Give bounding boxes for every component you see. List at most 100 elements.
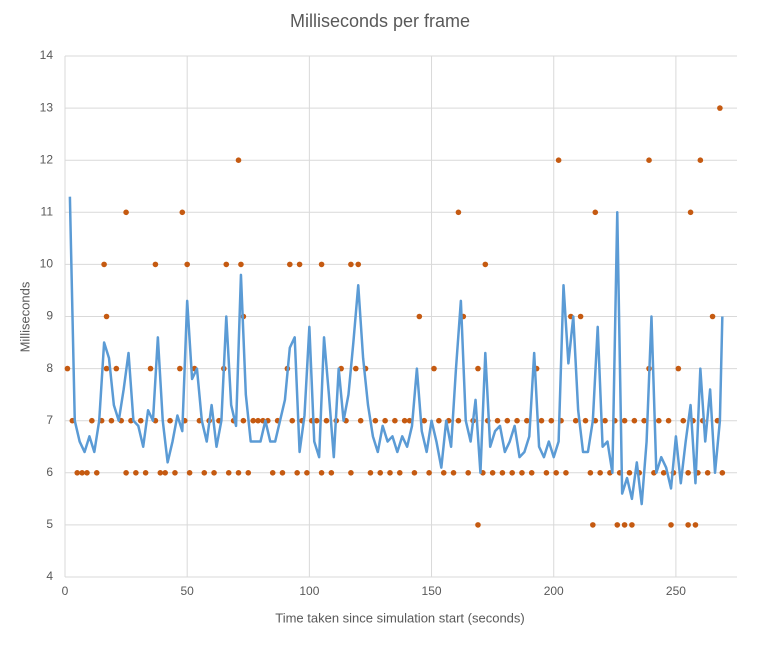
data-point	[352, 365, 359, 372]
data-line	[68, 196, 724, 506]
data-point	[328, 470, 335, 476]
data-point	[250, 417, 256, 424]
data-point	[685, 470, 691, 476]
data-point	[641, 417, 647, 424]
y-tick-label: 7	[46, 413, 53, 427]
x-tick-label: 250	[666, 584, 686, 598]
data-point	[475, 522, 481, 528]
data-point	[629, 522, 635, 528]
data-point	[401, 417, 408, 424]
data-point	[416, 313, 423, 320]
y-tick-label: 9	[46, 309, 53, 323]
data-point	[555, 157, 562, 163]
data-point	[255, 417, 261, 424]
y-tick-label: 6	[46, 465, 53, 479]
y-tick-label: 8	[46, 361, 53, 375]
x-axis-label: Time taken since simulation start (secon…	[275, 610, 525, 625]
data-point	[543, 470, 550, 476]
data-point	[64, 365, 71, 372]
data-point	[668, 522, 674, 528]
data-point	[440, 470, 447, 476]
data-point	[426, 470, 432, 476]
data-point	[377, 470, 384, 476]
data-point	[74, 470, 81, 476]
data-point	[519, 470, 525, 476]
data-point	[572, 417, 579, 424]
data-point	[101, 261, 107, 268]
data-point	[235, 157, 242, 163]
data-point	[528, 470, 535, 476]
data-point	[184, 261, 190, 268]
data-point	[167, 417, 173, 424]
data-point	[524, 417, 530, 424]
data-point	[621, 417, 628, 424]
data-point	[348, 261, 354, 268]
data-point	[656, 417, 662, 424]
y-tick-label: 13	[40, 100, 54, 114]
data-point	[123, 470, 129, 476]
y-tick-label: 11	[41, 204, 54, 218]
data-point	[211, 470, 217, 476]
data-point	[123, 209, 129, 216]
data-point	[514, 417, 520, 424]
data-point	[133, 470, 139, 476]
data-point	[318, 261, 325, 268]
data-point	[504, 417, 511, 424]
data-point	[162, 470, 168, 476]
data-point	[355, 261, 362, 268]
data-point	[538, 417, 545, 424]
data-point	[172, 470, 178, 476]
data-point	[499, 470, 506, 476]
data-point	[680, 417, 687, 424]
data-point	[494, 417, 501, 424]
data-point	[602, 417, 608, 424]
data-point	[372, 417, 379, 424]
data-point	[245, 470, 252, 476]
data-point	[626, 470, 633, 476]
data-point	[631, 417, 638, 424]
data-point	[186, 470, 193, 476]
data-point	[660, 470, 667, 476]
data-point	[687, 209, 694, 216]
data-point	[225, 470, 232, 476]
data-point	[382, 417, 388, 424]
data-point	[614, 522, 621, 528]
data-point	[455, 417, 462, 424]
data-point	[646, 157, 652, 163]
data-point	[137, 417, 144, 424]
data-point	[582, 417, 589, 424]
data-point	[152, 261, 159, 268]
data-point	[421, 417, 428, 424]
data-point	[553, 470, 559, 476]
data-point	[387, 470, 393, 476]
data-point	[223, 261, 230, 268]
y-tick-label: 10	[40, 257, 54, 271]
data-point	[621, 522, 628, 528]
data-point	[392, 417, 398, 424]
data-point	[685, 522, 691, 528]
y-axis-label: Milliseconds	[17, 281, 32, 352]
mark-layer	[64, 105, 726, 528]
data-point	[597, 470, 603, 476]
data-point	[240, 417, 247, 424]
data-point	[108, 417, 115, 424]
data-point	[489, 470, 496, 476]
data-point	[201, 470, 208, 476]
data-point	[455, 209, 462, 216]
data-point	[294, 470, 300, 476]
data-point	[704, 470, 711, 476]
chart-title: Milliseconds per frame	[290, 11, 470, 31]
data-point	[367, 470, 374, 476]
x-tick-label: 200	[544, 584, 564, 598]
data-point	[357, 417, 364, 424]
data-point	[113, 365, 120, 372]
data-point	[279, 470, 286, 476]
x-tick-label: 50	[181, 584, 195, 598]
x-tick-label: 150	[422, 584, 442, 598]
data-point	[313, 417, 320, 424]
data-point	[304, 470, 310, 476]
data-point	[465, 470, 472, 476]
data-point	[692, 522, 699, 528]
